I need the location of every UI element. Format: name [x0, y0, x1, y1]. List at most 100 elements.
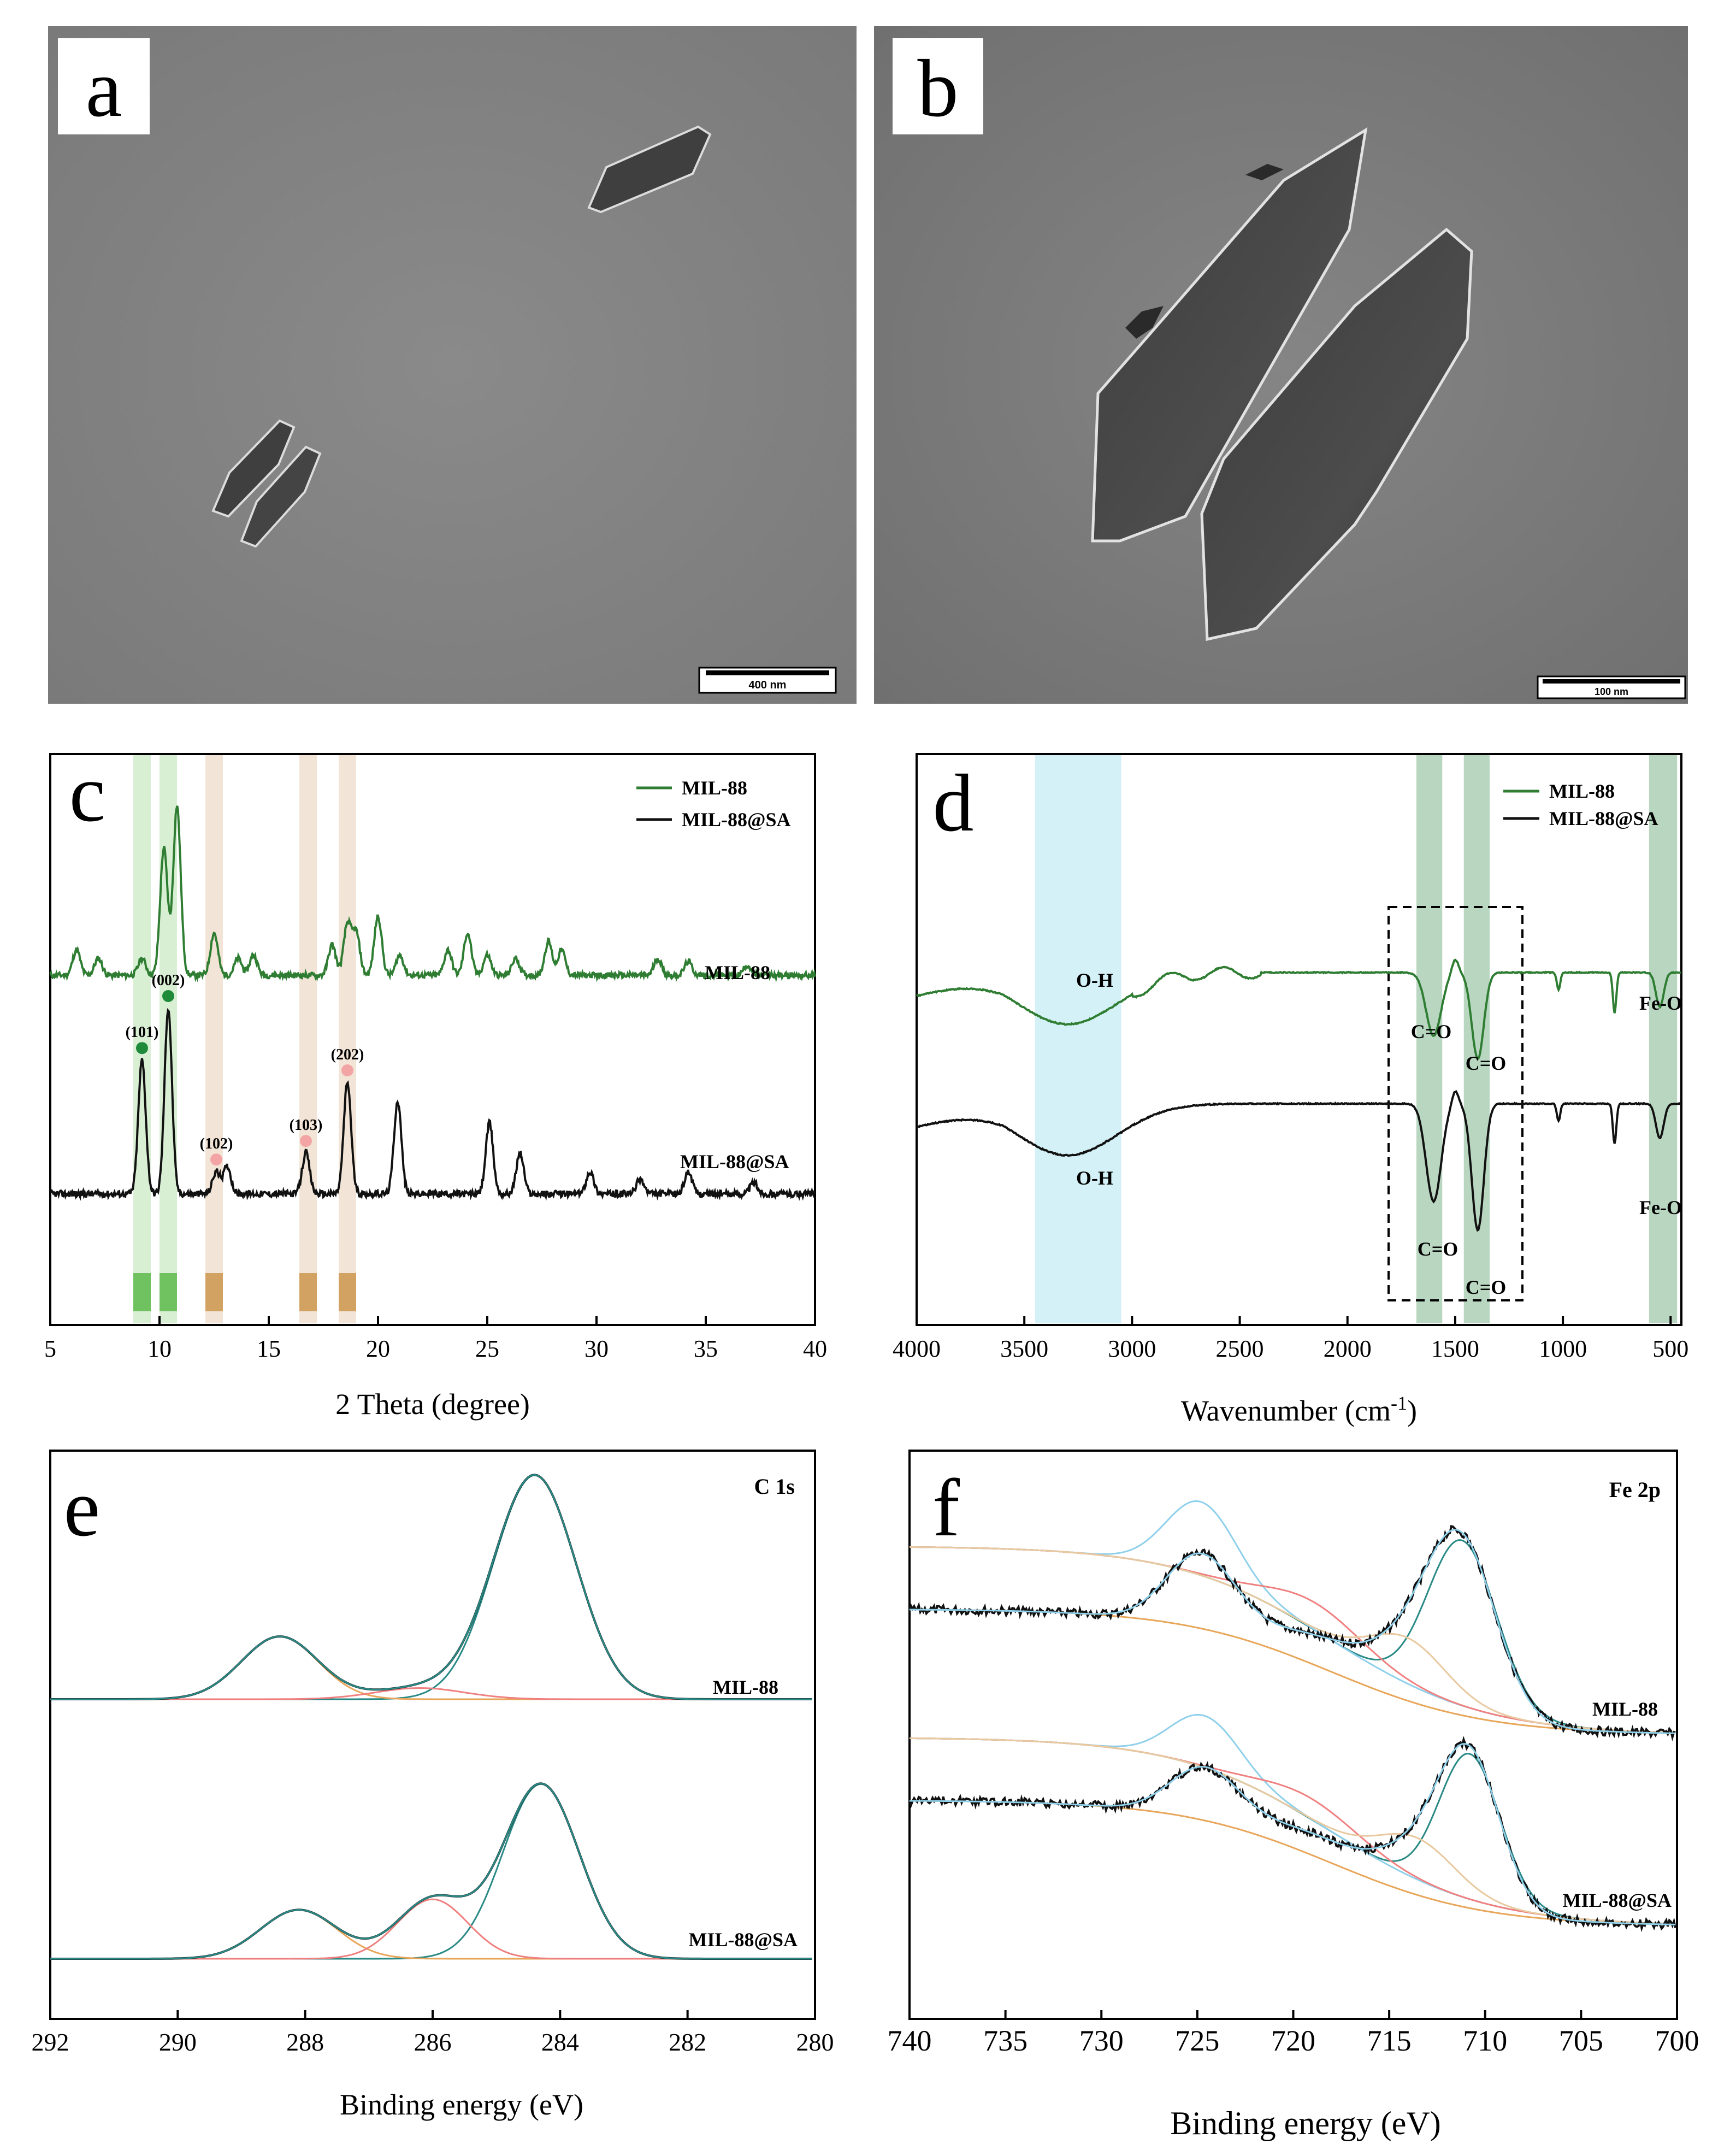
- x-axis-title-d: Wavenumber (cm-1): [1181, 1392, 1417, 1427]
- annotation-co1-mil88sa: C=O: [1418, 1238, 1459, 1260]
- xrd-reference-bands: [133, 755, 356, 1323]
- panel-b: 100 nm b: [874, 26, 1688, 704]
- spectrum-line: [50, 1474, 812, 1700]
- fit-component: [910, 1737, 1675, 1925]
- x-tick-label: 288: [286, 2028, 324, 2056]
- spectrum-line: [908, 1524, 1676, 1742]
- series-line-mil88sa: [50, 1008, 816, 1201]
- peak-labels: (101) (002) (102) (103) (202): [126, 972, 364, 1166]
- series-layer: [908, 1500, 1677, 1933]
- fit-component: [910, 1546, 1675, 1734]
- panel-letter-box: [893, 38, 983, 134]
- legend-entry-mil88sa: MIL-88@SA: [1549, 808, 1658, 829]
- fit-component: [910, 1539, 1675, 1734]
- x-axis-ticks: 4000 3500 3000 2500 2000 1500 1000 500: [893, 1316, 1688, 1362]
- reference-marker: [160, 1273, 177, 1311]
- wavenumber-band: [1416, 755, 1443, 1323]
- chart-panel-e: 292 290 288 286 284 282 280 e C 1s MIL-88 MIL-…: [32, 1450, 834, 2121]
- x-tick-label: 725: [1175, 2024, 1219, 2057]
- x-tick-label: 1500: [1431, 1335, 1479, 1362]
- annotation-feo-mil88sa: Fe-O: [1639, 1197, 1682, 1218]
- series-layer: [49, 805, 816, 1201]
- x-tick-label: 35: [694, 1335, 718, 1362]
- annotation-oh-mil88sa: O-H: [1076, 1167, 1113, 1189]
- panel-letter-f: f: [932, 1463, 960, 1553]
- series-line-mil88: [49, 805, 816, 983]
- x-tick-label: 705: [1559, 2024, 1603, 2057]
- panel-letter-b: b: [918, 43, 959, 134]
- wavenumber-band: [1649, 755, 1678, 1323]
- peak-marker: [136, 1042, 148, 1055]
- peak-label: (103): [290, 1117, 323, 1134]
- x-tick-label: 4000: [893, 1335, 941, 1362]
- chart-panel-f: 740 735 730 725 720 715 710 705 700 f Fe 2p MIL-…: [888, 1450, 1699, 2141]
- crystal: [1200, 227, 1473, 641]
- series-label-mil88: MIL-88: [705, 962, 770, 983]
- reference-band: [299, 755, 317, 1323]
- series-line-mil88sa: [916, 1089, 1682, 1232]
- panel-letter-box: [58, 38, 150, 134]
- x-axis-title-sup: -1: [1391, 1392, 1407, 1414]
- chart-title-f: Fe 2p: [1609, 1477, 1661, 1502]
- wavenumber-band: [1035, 755, 1121, 1323]
- x-tick-label: 290: [159, 2028, 197, 2056]
- fit-component: [910, 1546, 1675, 1734]
- x-tick-label: 20: [366, 1335, 390, 1362]
- x-tick-label: 286: [414, 2028, 452, 2056]
- x-tick-label: 500: [1652, 1335, 1688, 1362]
- x-tick-label: 3000: [1108, 1335, 1156, 1362]
- peak-label: (002): [152, 972, 185, 989]
- spectrum-line: [908, 1736, 1677, 1933]
- reference-marker: [299, 1273, 317, 1311]
- annotation-co2-mil88sa: C=O: [1466, 1276, 1507, 1298]
- x-axis-title-c: 2 Theta (degree): [335, 1388, 530, 1421]
- x-tick-label: 2500: [1216, 1335, 1264, 1362]
- plot-frame: [49, 753, 816, 1326]
- fit-component: [910, 1737, 1675, 1925]
- annotation-co2-mil88: C=O: [1466, 1052, 1507, 1074]
- reference-marker: [133, 1273, 151, 1311]
- x-tick-label: 280: [796, 2028, 834, 2056]
- scale-bar-label-a: 400 nm: [749, 679, 787, 691]
- fit-envelope: [909, 1529, 1676, 1734]
- x-tick-label: 700: [1655, 2024, 1699, 2057]
- fit-component: [50, 1474, 812, 1700]
- fit-component: [910, 1737, 1675, 1925]
- scale-bar-label-b: 100 nm: [1595, 686, 1628, 697]
- x-tick-label: 284: [541, 2028, 579, 2056]
- peak-label: (101): [126, 1024, 159, 1041]
- ftir-bands: [1035, 755, 1678, 1323]
- background-line: [909, 1800, 1674, 1925]
- legend-entry-mil88sa: MIL-88@SA: [682, 809, 791, 830]
- panel-letter-c: c: [69, 748, 106, 839]
- x-axis-title-end: ): [1407, 1394, 1417, 1427]
- annotation-co1-mil88: C=O: [1411, 1021, 1452, 1042]
- annotation-feo-mil88: Fe-O: [1639, 992, 1682, 1014]
- x-tick-label: 3500: [1000, 1335, 1048, 1362]
- plot-frame: [908, 1450, 1678, 2020]
- fit-envelope: [50, 1782, 812, 1960]
- peak-marker: [162, 990, 174, 1002]
- x-tick-label: 25: [475, 1335, 499, 1362]
- peak-label: (102): [200, 1135, 233, 1152]
- series-layer: [50, 1474, 812, 1960]
- plot-frame: [916, 753, 1682, 1326]
- x-axis-ticks: 5 10 15 20 25 30 35 40: [44, 1316, 827, 1362]
- crystal: [211, 419, 296, 518]
- fit-envelope: [50, 1474, 812, 1700]
- crystal: [1091, 127, 1368, 543]
- spectrum-label-mil88: MIL-88: [1592, 1698, 1658, 1720]
- spectrum-label-mil88sa: MIL-88@SA: [1563, 1889, 1672, 1911]
- legend-entry-mil88: MIL-88: [682, 777, 747, 799]
- tem-image-a: [48, 26, 857, 704]
- chart-title-e: C 1s: [754, 1474, 795, 1499]
- fit-envelope: [909, 1743, 1676, 1925]
- x-tick-label: 40: [803, 1335, 827, 1362]
- reference-band: [133, 755, 151, 1323]
- panel-a: 400 nm a: [48, 26, 857, 704]
- x-axis-title-e: Binding energy (eV): [340, 2088, 583, 2121]
- peak-marker: [341, 1064, 353, 1076]
- peak-marker: [300, 1135, 312, 1147]
- reference-band: [205, 755, 223, 1323]
- chart-panel-c: (101) (002) (102) (103) (202) 5 10 15 20 25 30 35 4…: [44, 748, 827, 1421]
